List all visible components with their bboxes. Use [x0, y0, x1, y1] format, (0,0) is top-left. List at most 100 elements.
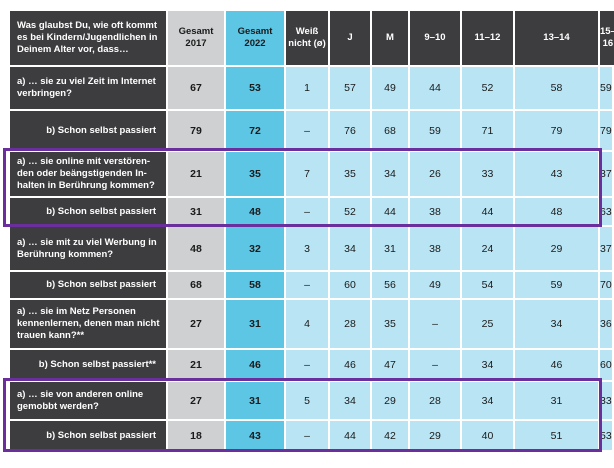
value-cell: 43 [515, 152, 598, 196]
column-header: J [330, 11, 370, 65]
column-header: Gesamt 2017 [168, 11, 224, 65]
value-cell: – [286, 111, 328, 150]
value-cell: 59 [600, 67, 612, 109]
value-cell: 27 [168, 382, 224, 419]
value-cell: 46 [330, 350, 370, 380]
value-cell: 72 [226, 111, 284, 150]
column-header: Weiß nicht (ø) [286, 11, 328, 65]
value-cell: – [410, 350, 460, 380]
value-cell: 31 [226, 300, 284, 348]
value-cell: 35 [372, 300, 408, 348]
value-cell: 36 [600, 300, 612, 348]
value-cell: 26 [410, 152, 460, 196]
value-cell: 27 [168, 300, 224, 348]
value-cell: 40 [462, 421, 513, 450]
value-cell: 59 [410, 111, 460, 150]
row-label: a) … sie zu viel Zeit im Internet verbri… [10, 67, 166, 109]
value-cell: 34 [330, 382, 370, 419]
value-cell: – [286, 421, 328, 450]
row-label: a) … sie online mit verstören-den oder b… [10, 152, 166, 196]
value-cell: 1 [286, 67, 328, 109]
value-cell: 28 [330, 300, 370, 348]
value-cell: 3 [286, 227, 328, 270]
value-cell: 21 [168, 350, 224, 380]
value-cell: 44 [410, 67, 460, 109]
value-cell: 34 [462, 350, 513, 380]
value-cell: – [410, 300, 460, 348]
value-cell: 57 [330, 67, 370, 109]
value-cell: 52 [462, 67, 513, 109]
value-cell: 70 [600, 272, 612, 298]
row-label: a) … sie im Netz Personen kennenlernen, … [10, 300, 166, 348]
value-cell: 34 [372, 152, 408, 196]
value-cell: 28 [410, 382, 460, 419]
value-cell: 34 [330, 227, 370, 270]
value-cell: 48 [226, 198, 284, 225]
value-cell: 34 [462, 382, 513, 419]
column-header: 11–12 [462, 11, 513, 65]
highlight-frame [3, 378, 602, 452]
value-cell: 68 [168, 272, 224, 298]
column-header: Gesamt 2022 [226, 11, 284, 65]
header-question: Was glaubst Du, wie oft kommt es bei Kin… [10, 11, 166, 65]
value-cell: 29 [515, 227, 598, 270]
value-cell: 32 [226, 227, 284, 270]
value-cell: 29 [410, 421, 460, 450]
value-cell: 35 [330, 152, 370, 196]
value-cell: – [286, 272, 328, 298]
value-cell: – [286, 198, 328, 225]
value-cell: 46 [226, 350, 284, 380]
value-cell: 54 [462, 272, 513, 298]
value-cell: 18 [168, 421, 224, 450]
value-cell: 43 [226, 421, 284, 450]
value-cell: 33 [462, 152, 513, 196]
value-cell: 5 [286, 382, 328, 419]
column-header: 15–16 [600, 11, 614, 65]
value-cell: 42 [372, 421, 408, 450]
value-cell: 38 [410, 198, 460, 225]
value-cell: – [286, 350, 328, 380]
value-cell: 33 [600, 382, 612, 419]
row-label-sub: b) Schon selbst passiert [10, 272, 166, 298]
value-cell: 53 [600, 421, 612, 450]
column-header: 13–14 [515, 11, 598, 65]
value-cell: 25 [462, 300, 513, 348]
value-cell: 44 [462, 198, 513, 225]
value-cell: 31 [372, 227, 408, 270]
value-cell: 48 [515, 198, 598, 225]
survey-table: Was glaubst Du, wie oft kommt es bei Kin… [3, 11, 614, 452]
row-label-sub: b) Schon selbst passiert [10, 111, 166, 150]
value-cell: 31 [226, 382, 284, 419]
value-cell: 38 [410, 227, 460, 270]
value-cell: 44 [372, 198, 408, 225]
value-cell: 29 [372, 382, 408, 419]
value-cell: 71 [462, 111, 513, 150]
value-cell: 21 [168, 152, 224, 196]
value-cell: 53 [226, 67, 284, 109]
column-header: 9–10 [410, 11, 460, 65]
row-label-sub: b) Schon selbst passiert [10, 198, 166, 225]
value-cell: 79 [168, 111, 224, 150]
value-cell: 68 [372, 111, 408, 150]
value-cell: 44 [330, 421, 370, 450]
value-cell: 35 [226, 152, 284, 196]
value-cell: 60 [330, 272, 370, 298]
value-cell: 31 [515, 382, 598, 419]
highlight-frame [3, 148, 602, 227]
value-cell: 76 [330, 111, 370, 150]
value-cell: 46 [515, 350, 598, 380]
value-cell: 31 [168, 198, 224, 225]
row-label: a) … sie von anderen online gemobbt werd… [10, 382, 166, 419]
value-cell: 58 [226, 272, 284, 298]
value-cell: 49 [372, 67, 408, 109]
value-cell: 63 [600, 198, 612, 225]
value-cell: 59 [515, 272, 598, 298]
row-label-sub: b) Schon selbst passiert** [10, 350, 166, 380]
value-cell: 79 [515, 111, 598, 150]
value-cell: 24 [462, 227, 513, 270]
column-header: M [372, 11, 408, 65]
row-label: a) … sie mit zu viel Werbung in Berührun… [10, 227, 166, 270]
value-cell: 67 [168, 67, 224, 109]
value-cell: 47 [372, 350, 408, 380]
value-cell: 34 [515, 300, 598, 348]
